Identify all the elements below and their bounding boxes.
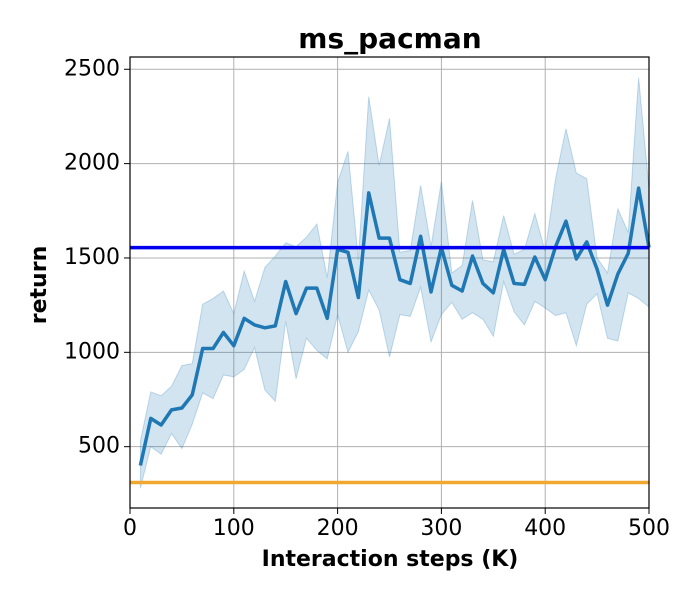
chart-title: ms_pacman [298,22,481,55]
y-tick-label: 1000 [64,339,120,364]
plot-frame [129,56,650,509]
x-tick-label: 300 [420,516,462,541]
x-tick-label: 500 [628,516,670,541]
x-tick-label: 100 [213,516,255,541]
y-tick-label: 2500 [64,56,120,81]
mean-line [138,186,651,466]
confidence-band [139,77,650,489]
y-axis-label: return [27,246,52,324]
x-tick-label: 400 [524,516,566,541]
x-tick-label: 0 [123,516,137,541]
y-tick-label: 500 [78,434,120,459]
y-tick-label: 1500 [64,245,120,270]
x-tick-label: 200 [317,516,359,541]
x-axis-label: Interaction steps (K) [262,547,519,572]
y-tick-label: 2000 [64,151,120,176]
